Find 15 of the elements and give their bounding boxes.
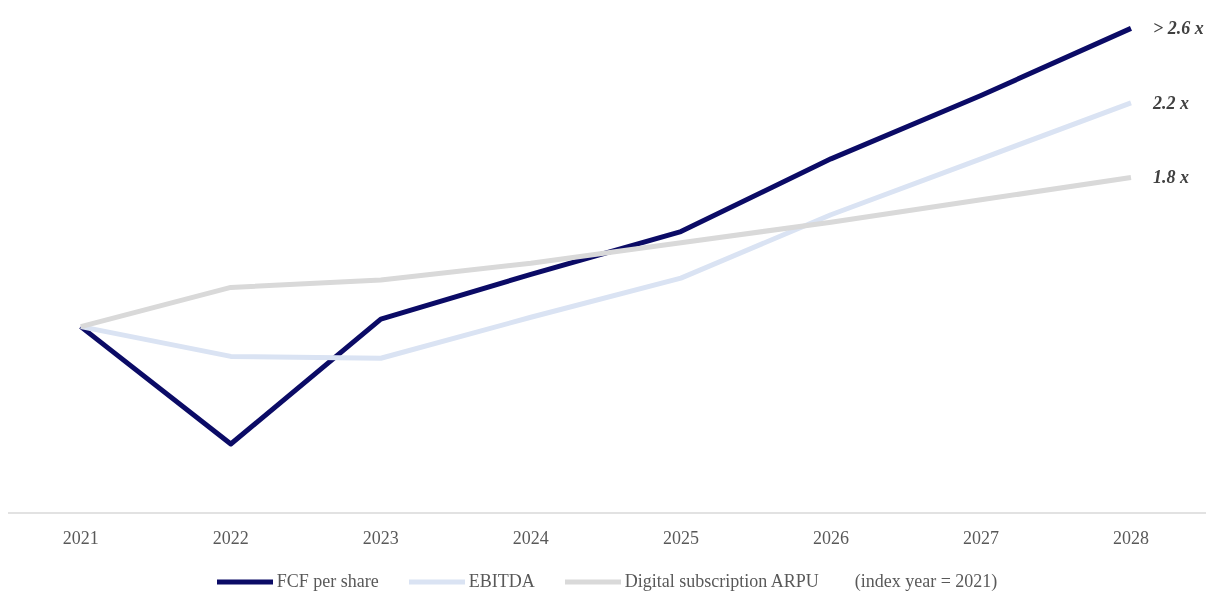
x-tick-label: 2021 bbox=[62, 527, 99, 548]
x-tick-label: 2026 bbox=[812, 527, 849, 548]
legend-label: FCF per share bbox=[276, 571, 379, 592]
x-tick-label: 2024 bbox=[512, 527, 549, 548]
data-label: > 2.6 x bbox=[1152, 18, 1204, 39]
data-label: 1.8 x bbox=[1152, 167, 1189, 188]
x-tick-label: 2023 bbox=[362, 527, 399, 548]
x-tick-label: 2027 bbox=[962, 527, 999, 548]
legend-label: EBITDA bbox=[468, 571, 535, 592]
legend-label: Digital subscription ARPU bbox=[624, 571, 819, 592]
x-tick-label: 2022 bbox=[212, 527, 249, 548]
x-tick-label: 2025 bbox=[662, 527, 699, 548]
data-label: 2.2 x bbox=[1151, 92, 1189, 113]
text: (index year = 2021) bbox=[854, 571, 998, 592]
x-tick-label: 2028 bbox=[1112, 527, 1149, 548]
